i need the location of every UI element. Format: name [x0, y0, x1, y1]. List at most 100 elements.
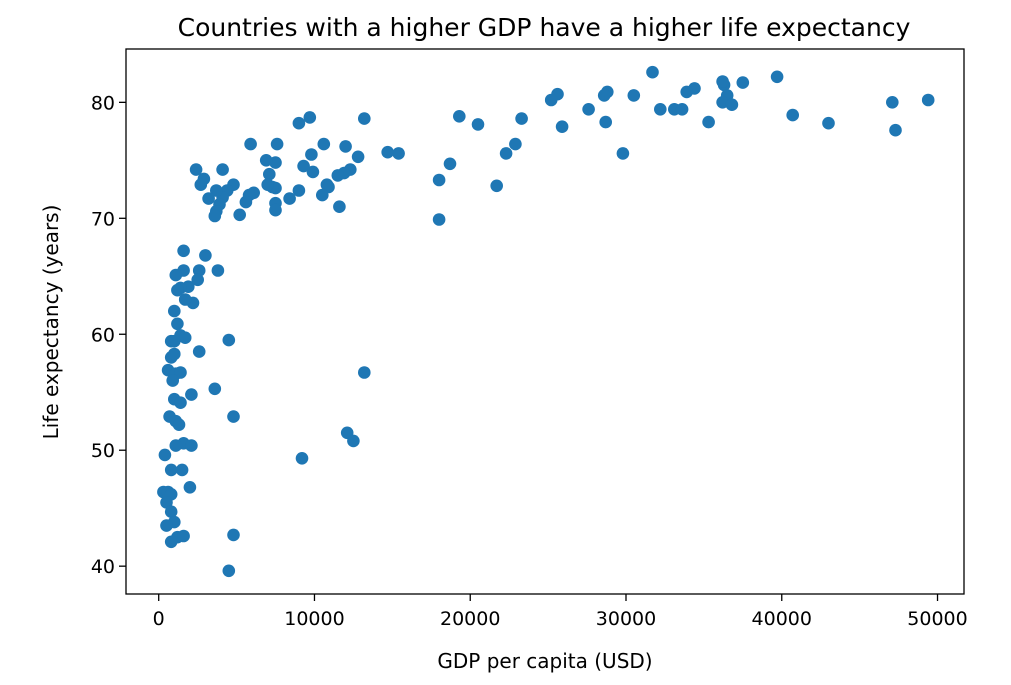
data-point [544, 93, 558, 107]
data-point [358, 112, 371, 125]
data-point [211, 264, 225, 277]
data-point [432, 173, 446, 187]
x-tick-label: 40000 [752, 608, 812, 630]
data-point [189, 163, 203, 176]
data-point [770, 70, 784, 84]
data-point [174, 396, 187, 410]
data-point [175, 463, 189, 477]
data-point [192, 264, 206, 277]
data-point [222, 333, 236, 347]
chart-title: Countries with a higher GDP have a highe… [178, 13, 911, 42]
data-point [786, 108, 799, 122]
data-point [261, 178, 275, 191]
data-point [171, 317, 184, 331]
data-point [270, 137, 284, 151]
data-point [886, 96, 899, 109]
data-point [471, 118, 485, 131]
y-axis-ticks: 40 50 60 70 80 [91, 92, 126, 578]
data-point [555, 120, 569, 133]
data-point [597, 89, 611, 102]
data-point [306, 165, 320, 179]
data-point [239, 195, 253, 209]
data-point [316, 188, 329, 202]
data-point [177, 529, 190, 543]
x-tick-label: 10000 [284, 608, 344, 630]
x-tick-label: 20000 [440, 608, 500, 630]
y-tick-label: 80 [91, 92, 115, 114]
data-point [654, 103, 667, 116]
data-point [259, 154, 273, 167]
y-tick-label: 70 [91, 208, 115, 230]
data-point [509, 137, 522, 151]
data-point [194, 178, 208, 191]
data-point [297, 159, 310, 173]
data-point [269, 203, 282, 217]
data-point [627, 89, 641, 102]
data-point [202, 192, 215, 205]
data-point [178, 293, 192, 306]
data-point [210, 184, 223, 197]
data-point [191, 273, 204, 287]
data-point [208, 382, 222, 396]
data-point [716, 75, 729, 88]
data-point [333, 200, 346, 213]
data-point [381, 145, 395, 159]
data-point [646, 65, 659, 79]
data-point [222, 564, 236, 578]
data-point [227, 410, 240, 423]
data-point [331, 169, 345, 182]
data-point [725, 98, 739, 111]
data-point [160, 519, 173, 532]
data-point [174, 366, 187, 379]
data-point [164, 334, 178, 348]
data-point [347, 434, 360, 448]
x-tick-label: 30000 [596, 608, 656, 630]
data-point [164, 505, 178, 518]
data-point [675, 103, 689, 116]
data-point [432, 213, 446, 226]
y-tick-label: 40 [91, 556, 115, 578]
data-point [199, 249, 212, 262]
data-point [185, 439, 198, 452]
x-axis-label: GDP per capita (USD) [437, 649, 652, 673]
data-point [358, 366, 371, 379]
y-tick-label: 60 [91, 324, 115, 346]
data-point [616, 147, 630, 160]
data-point [183, 481, 197, 494]
data-points [157, 65, 935, 578]
data-point [317, 137, 331, 151]
data-point [292, 184, 306, 197]
data-point [177, 244, 190, 258]
data-point [453, 110, 466, 123]
data-point [164, 463, 178, 477]
data-point [822, 116, 835, 130]
data-point [166, 374, 179, 387]
data-point [736, 76, 750, 89]
data-point [227, 528, 240, 542]
data-point [168, 304, 181, 318]
plot-frame [125, 48, 965, 595]
data-point [702, 115, 715, 129]
data-point [160, 496, 173, 509]
data-point [192, 345, 206, 358]
y-axis-label: Life expectancy (years) [39, 205, 63, 440]
data-point [244, 137, 257, 151]
data-point [168, 347, 181, 361]
data-point [283, 192, 296, 205]
data-point [680, 85, 693, 99]
data-point [392, 147, 405, 160]
data-point [233, 208, 246, 222]
data-point [582, 103, 595, 116]
data-point [292, 116, 306, 130]
data-point [178, 331, 192, 345]
data-point [889, 123, 902, 137]
data-point [921, 93, 935, 107]
data-point [263, 167, 276, 181]
data-point [490, 179, 504, 193]
data-point [185, 388, 198, 401]
data-point [499, 147, 513, 160]
data-point [172, 418, 186, 432]
data-point [169, 439, 183, 452]
data-point [171, 283, 184, 297]
